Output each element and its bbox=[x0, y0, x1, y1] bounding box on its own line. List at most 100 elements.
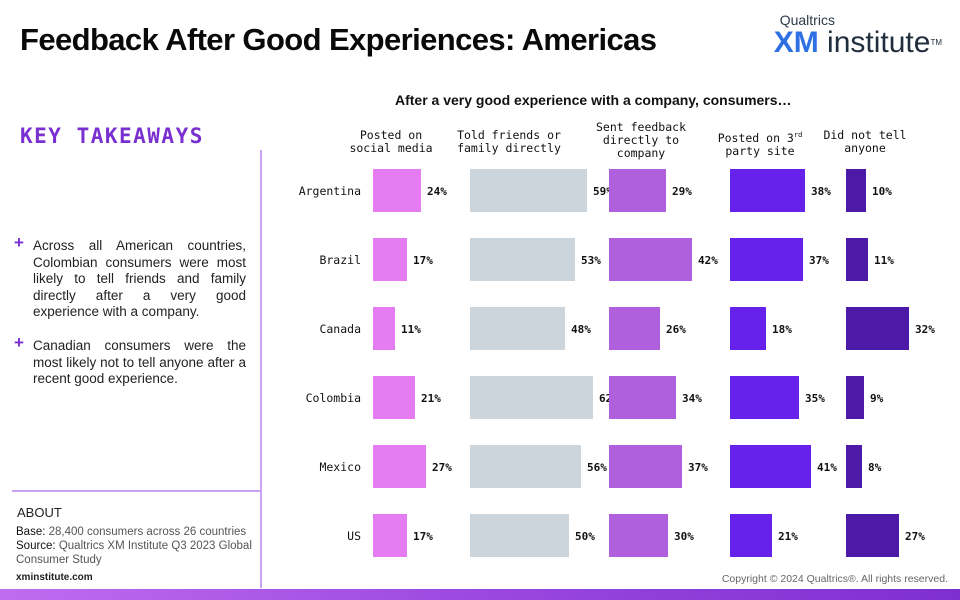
country-label-argentina: Argentina bbox=[298, 184, 361, 198]
bar-no_tell-brazil bbox=[846, 238, 868, 281]
value-label-social-colombia: 21% bbox=[421, 392, 441, 405]
country-label-canada: Canada bbox=[319, 322, 361, 336]
bar-third_party-canada bbox=[730, 307, 766, 350]
bar-third_party-us bbox=[730, 514, 772, 557]
website-url[interactable]: xminstitute.com bbox=[16, 572, 93, 583]
value-label-third_party-mexico: 41% bbox=[817, 461, 837, 474]
takeaway-text-2: Canadian consumers were the most likely … bbox=[33, 338, 246, 386]
horizontal-divider bbox=[12, 490, 260, 492]
brand-xm: XM bbox=[773, 26, 819, 59]
column-header-3: Sent feedback directly to company bbox=[561, 121, 721, 160]
bar-social-us bbox=[373, 514, 407, 557]
page-title: Feedback After Good Experiences: America… bbox=[20, 22, 657, 57]
about-base: Base: 28,400 consumers across 26 countri… bbox=[16, 526, 246, 538]
country-label-us: US bbox=[347, 529, 361, 543]
column-header-2: Told friends or family directly bbox=[429, 129, 589, 155]
brand-main-text: XM instituteTM bbox=[774, 28, 942, 58]
column-header-line: social media bbox=[349, 141, 433, 155]
column-header-line: family directly bbox=[457, 141, 561, 155]
column-header-line: anyone bbox=[844, 141, 886, 155]
value-label-third_party-brazil: 37% bbox=[809, 254, 829, 267]
bar-feedback-mexico bbox=[609, 445, 682, 488]
bar-no_tell-argentina bbox=[846, 169, 866, 212]
base-text: 28,400 consumers across 26 countries bbox=[45, 526, 247, 538]
country-label-colombia: Colombia bbox=[305, 391, 361, 405]
bar-feedback-canada bbox=[609, 307, 660, 350]
column-header-line: party site bbox=[725, 143, 795, 158]
about-source-cont: Consumer Study bbox=[16, 554, 102, 566]
column-header-line: Sent feedback bbox=[595, 120, 686, 134]
source-text: Qualtrics XM Institute Q3 2023 Global bbox=[55, 540, 252, 552]
column-header-line: Posted on bbox=[359, 128, 423, 142]
value-label-friends-canada: 48% bbox=[571, 323, 591, 336]
brand-top-text: Qualtrics bbox=[779, 12, 835, 28]
bar-no_tell-us bbox=[846, 514, 899, 557]
about-heading: ABOUT bbox=[17, 505, 62, 520]
value-label-social-brazil: 17% bbox=[413, 254, 433, 267]
plus-icon: + bbox=[14, 333, 24, 352]
bar-no_tell-mexico bbox=[846, 445, 862, 488]
bar-friends-us bbox=[470, 514, 569, 557]
bar-no_tell-canada bbox=[846, 307, 909, 350]
brand-tm: TM bbox=[930, 38, 942, 47]
bar-social-colombia bbox=[373, 376, 415, 419]
bar-friends-brazil bbox=[470, 238, 575, 281]
column-header-line: Posted on 3rd bbox=[717, 130, 803, 145]
bar-feedback-argentina bbox=[609, 169, 666, 212]
value-label-friends-brazil: 53% bbox=[581, 254, 601, 267]
takeaway-bullet-2: + Canadian consumers were the most likel… bbox=[14, 333, 246, 388]
bottom-gradient-bar bbox=[0, 589, 960, 600]
value-label-feedback-us: 30% bbox=[674, 530, 694, 543]
about-source: Source: Qualtrics XM Institute Q3 2023 G… bbox=[16, 540, 252, 552]
column-header-line: company bbox=[616, 146, 666, 160]
plus-icon: + bbox=[14, 233, 24, 252]
ordinal-suffix: rd bbox=[793, 131, 803, 139]
column-header-line: directly to bbox=[602, 133, 680, 147]
value-label-friends-us: 50% bbox=[575, 530, 595, 543]
bar-social-canada bbox=[373, 307, 395, 350]
value-label-feedback-brazil: 42% bbox=[698, 254, 718, 267]
bar-third_party-argentina bbox=[730, 169, 805, 212]
country-label-brazil: Brazil bbox=[319, 253, 361, 267]
column-header-1: Posted on social media bbox=[311, 129, 471, 155]
value-label-no_tell-canada: 32% bbox=[915, 323, 935, 336]
vertical-divider bbox=[260, 150, 262, 588]
column-header-line: Did not tell bbox=[823, 128, 907, 142]
value-label-third_party-canada: 18% bbox=[772, 323, 792, 336]
value-label-feedback-colombia: 34% bbox=[682, 392, 702, 405]
bar-friends-argentina bbox=[470, 169, 587, 212]
bar-friends-canada bbox=[470, 307, 565, 350]
value-label-social-mexico: 27% bbox=[432, 461, 452, 474]
takeaway-text-1: Across all American countries, Colombian… bbox=[33, 238, 246, 319]
value-label-third_party-us: 21% bbox=[778, 530, 798, 543]
bar-feedback-colombia bbox=[609, 376, 676, 419]
value-label-no_tell-us: 27% bbox=[905, 530, 925, 543]
bar-feedback-brazil bbox=[609, 238, 692, 281]
copyright-text: Copyright © 2024 Qualtrics®. All rights … bbox=[721, 573, 948, 585]
country-label-mexico: Mexico bbox=[319, 460, 361, 474]
value-label-friends-mexico: 56% bbox=[587, 461, 607, 474]
column-header-5: Did not tell anyone bbox=[785, 129, 945, 155]
bar-friends-colombia bbox=[470, 376, 593, 419]
value-label-social-argentina: 24% bbox=[427, 185, 447, 198]
bar-third_party-mexico bbox=[730, 445, 811, 488]
value-label-friends-argentina: 59% bbox=[593, 185, 613, 198]
value-label-third_party-colombia: 35% bbox=[805, 392, 825, 405]
bar-social-argentina bbox=[373, 169, 421, 212]
base-label: Base: bbox=[16, 526, 46, 538]
value-label-feedback-mexico: 37% bbox=[688, 461, 708, 474]
value-label-feedback-canada: 26% bbox=[666, 323, 686, 336]
value-label-no_tell-argentina: 10% bbox=[872, 185, 892, 198]
bar-social-brazil bbox=[373, 238, 407, 281]
value-label-no_tell-colombia: 9% bbox=[870, 392, 884, 405]
value-label-social-us: 17% bbox=[413, 530, 433, 543]
value-label-social-canada: 11% bbox=[401, 323, 421, 336]
column-header-line: Told friends or bbox=[457, 128, 561, 142]
chart-title: After a very good experience with a comp… bbox=[395, 92, 792, 108]
value-label-no_tell-mexico: 8% bbox=[868, 461, 882, 474]
bar-no_tell-colombia bbox=[846, 376, 864, 419]
bar-social-mexico bbox=[373, 445, 426, 488]
source-label: Source: bbox=[16, 540, 56, 552]
brand-institute: institute bbox=[818, 26, 931, 59]
takeaway-bullet-1: + Across all American countries, Colombi… bbox=[14, 233, 246, 321]
